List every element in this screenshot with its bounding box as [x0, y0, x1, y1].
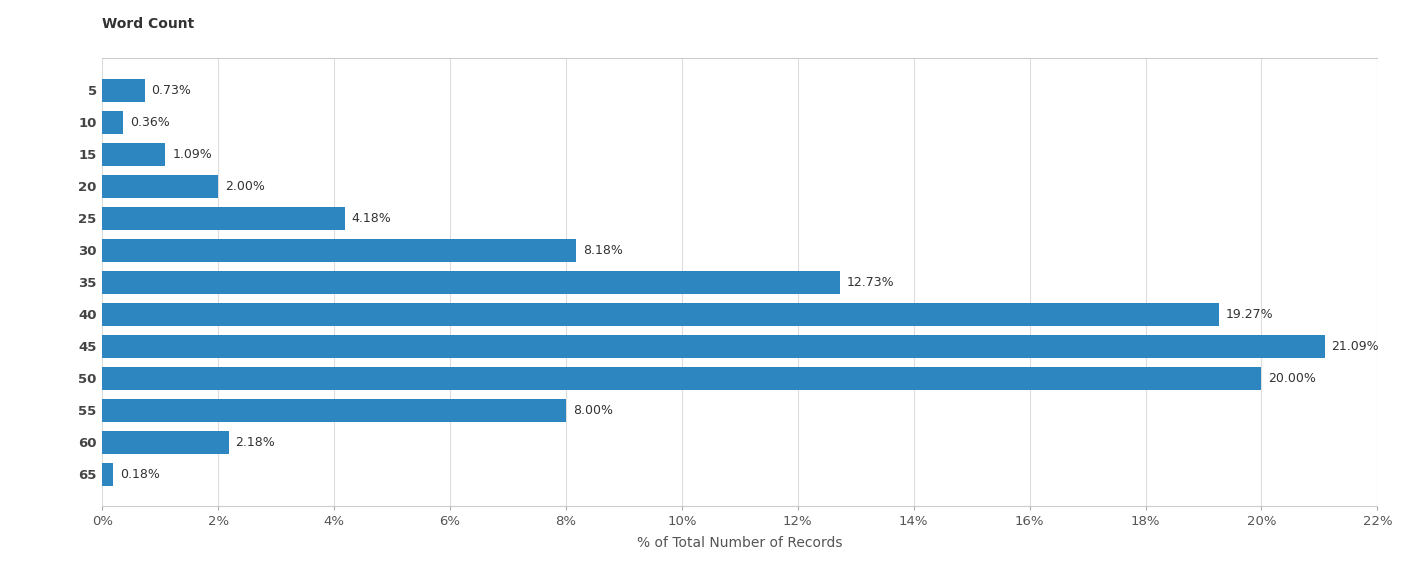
Text: 4.18%: 4.18%: [352, 212, 392, 225]
Text: 20.00%: 20.00%: [1268, 372, 1316, 385]
Text: 8.18%: 8.18%: [584, 244, 623, 257]
Bar: [102, 79, 145, 102]
Text: Word Count: Word Count: [102, 17, 195, 31]
Bar: [102, 143, 165, 166]
Bar: [102, 303, 1220, 326]
Text: 1.09%: 1.09%: [172, 148, 212, 161]
Bar: [102, 239, 577, 262]
Text: 12.73%: 12.73%: [848, 276, 895, 289]
Text: 19.27%: 19.27%: [1225, 308, 1274, 321]
Bar: [102, 463, 112, 486]
Bar: [102, 271, 841, 294]
Bar: [102, 207, 345, 230]
Text: 21.09%: 21.09%: [1332, 340, 1379, 353]
Bar: [102, 431, 229, 454]
Text: 8.00%: 8.00%: [572, 404, 613, 417]
X-axis label: % of Total Number of Records: % of Total Number of Records: [638, 536, 842, 550]
Text: 0.36%: 0.36%: [131, 116, 170, 129]
Bar: [102, 367, 1261, 390]
Bar: [102, 111, 124, 134]
Text: 2.00%: 2.00%: [226, 180, 266, 193]
Text: 2.18%: 2.18%: [236, 436, 275, 449]
Bar: [102, 399, 567, 422]
Bar: [102, 175, 219, 198]
Text: 0.73%: 0.73%: [152, 84, 192, 97]
Text: 0.18%: 0.18%: [119, 468, 159, 481]
Bar: [102, 335, 1325, 358]
